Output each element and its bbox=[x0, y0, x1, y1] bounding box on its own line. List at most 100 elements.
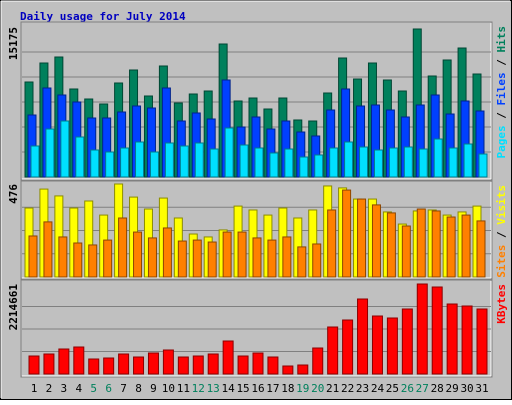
bar bbox=[478, 153, 488, 178]
x-tick-label: 8 bbox=[135, 382, 142, 395]
x-tick-label: 18 bbox=[281, 382, 294, 395]
x-tick-label: 26 bbox=[401, 382, 414, 395]
x-tick-label: 21 bbox=[326, 382, 339, 395]
bar bbox=[297, 364, 309, 375]
bar bbox=[416, 208, 426, 278]
bar bbox=[327, 209, 337, 278]
bar bbox=[446, 303, 458, 375]
x-tick-label: 1 bbox=[31, 382, 38, 395]
bar bbox=[297, 246, 307, 278]
bar bbox=[162, 227, 172, 278]
bar bbox=[60, 120, 70, 178]
bar bbox=[371, 315, 383, 375]
bar bbox=[388, 147, 398, 178]
bar bbox=[269, 152, 279, 178]
bar bbox=[105, 151, 115, 178]
bar bbox=[192, 355, 204, 375]
x-tick-label: 19 bbox=[296, 382, 309, 395]
bar bbox=[164, 142, 174, 178]
x-tick-label: 7 bbox=[120, 382, 127, 395]
bar bbox=[177, 356, 189, 375]
y-max-label: 15175 bbox=[7, 27, 20, 60]
bar bbox=[133, 356, 145, 375]
bar bbox=[252, 352, 264, 375]
bar bbox=[312, 243, 322, 278]
x-tick-label: 13 bbox=[207, 382, 220, 395]
bar bbox=[118, 217, 128, 278]
bar bbox=[252, 237, 262, 278]
chart-title: Daily usage for July 2014 bbox=[20, 10, 186, 23]
bar bbox=[43, 353, 55, 375]
bar bbox=[267, 239, 277, 278]
bar bbox=[299, 156, 309, 178]
bar bbox=[147, 352, 159, 375]
bar bbox=[135, 141, 145, 178]
legend: Pages / Files / Hits bbox=[495, 26, 508, 159]
bar bbox=[359, 146, 369, 178]
bar bbox=[88, 358, 100, 375]
bar bbox=[162, 349, 174, 375]
x-tick-label: 2 bbox=[46, 382, 53, 395]
x-tick-label: 14 bbox=[222, 382, 236, 395]
x-tick-label: 4 bbox=[75, 382, 82, 395]
legend: KBytes bbox=[495, 284, 508, 324]
bar bbox=[209, 148, 219, 178]
bar bbox=[224, 127, 234, 178]
bar bbox=[73, 242, 83, 278]
bar bbox=[282, 365, 294, 375]
bar bbox=[418, 148, 428, 178]
bar bbox=[446, 216, 456, 278]
bar bbox=[207, 241, 217, 278]
bar bbox=[327, 326, 339, 375]
bar bbox=[118, 353, 130, 375]
x-tick-label: 16 bbox=[251, 382, 264, 395]
bar bbox=[103, 239, 113, 278]
x-tick-label: 31 bbox=[475, 382, 488, 395]
bar bbox=[461, 214, 471, 278]
x-tick-label: 22 bbox=[341, 382, 354, 395]
bar bbox=[58, 236, 68, 278]
bar bbox=[431, 286, 443, 375]
bar bbox=[30, 145, 40, 178]
bar bbox=[237, 231, 247, 278]
bar bbox=[43, 221, 53, 278]
y-max-label: 2214661 bbox=[7, 284, 20, 331]
bar bbox=[28, 355, 40, 375]
bar bbox=[28, 235, 38, 278]
bar bbox=[312, 347, 324, 375]
x-tick-label: 28 bbox=[431, 382, 444, 395]
bar bbox=[282, 236, 292, 278]
legend-separator: / bbox=[495, 225, 508, 245]
x-tick-label: 29 bbox=[446, 382, 459, 395]
x-tick-label: 23 bbox=[356, 382, 369, 395]
bar bbox=[120, 147, 130, 178]
x-tick-label: 10 bbox=[162, 382, 175, 395]
bar bbox=[386, 317, 398, 375]
bar bbox=[431, 210, 441, 278]
bar bbox=[207, 353, 219, 375]
bar bbox=[267, 356, 279, 375]
bar bbox=[90, 149, 100, 178]
bar bbox=[133, 231, 143, 278]
legend-entry: KBytes bbox=[495, 284, 508, 324]
x-tick-label: 15 bbox=[236, 382, 249, 395]
bar bbox=[373, 149, 383, 178]
bar bbox=[463, 143, 473, 178]
bar bbox=[314, 154, 324, 178]
bar bbox=[237, 355, 249, 375]
x-tick-label: 9 bbox=[150, 382, 157, 395]
bar bbox=[371, 204, 381, 278]
bar bbox=[147, 237, 157, 278]
x-tick-label: 30 bbox=[460, 382, 473, 395]
bar bbox=[194, 142, 204, 178]
bar bbox=[177, 240, 187, 278]
bar bbox=[284, 148, 294, 178]
x-tick-label: 24 bbox=[371, 382, 385, 395]
bar bbox=[357, 298, 369, 375]
x-tick-label: 17 bbox=[266, 382, 279, 395]
bar bbox=[433, 138, 443, 178]
y-max-label: 476 bbox=[7, 184, 20, 204]
bar bbox=[476, 220, 486, 278]
legend-entry: Pages bbox=[495, 125, 508, 158]
x-tick-label: 25 bbox=[386, 382, 399, 395]
